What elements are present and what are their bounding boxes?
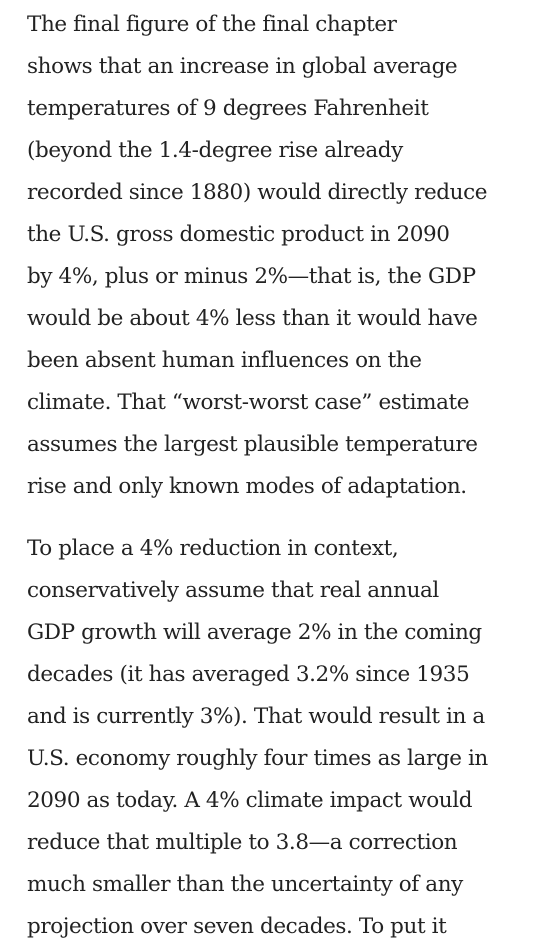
text-line: assumes the largest plausible temperatur… [27, 432, 478, 457]
text-line: decades (it has averaged 3.2% since 1935 [27, 662, 470, 687]
text-line: projection over seven decades. To put it [27, 914, 447, 939]
text-line: would be about 4% less than it would hav… [27, 306, 478, 331]
text-line: shows that an increase in global average [27, 54, 458, 79]
text-line: rise and only known modes of adaptation. [27, 474, 467, 499]
text-line: much smaller than the uncertainty of any [27, 872, 463, 897]
text-line: recorded since 1880) would directly redu… [27, 180, 488, 205]
text-line: by 4%, plus or minus 2%—that is, the GDP [27, 264, 476, 289]
text-line: GDP growth will average 2% in the coming [27, 620, 482, 645]
text-line: been absent human influences on the [27, 348, 422, 373]
text-line: U.S. economy roughly four times as large… [27, 746, 488, 771]
text-line: reduce that multiple to 3.8—a correction [27, 830, 458, 855]
text-line: The final figure of the final chapter [27, 12, 397, 37]
text-line: (beyond the 1.4-degree rise already [27, 138, 403, 163]
text-line: conservatively assume that real annual [27, 578, 439, 603]
paragraph-gdp-impact: The final figure of the final chapter sh… [27, 4, 515, 508]
paragraph-context: To place a 4% reduction in context, cons… [27, 528, 515, 948]
text-line: and is currently 3%). That would result … [27, 704, 485, 729]
text-line: temperatures of 9 degrees Fahrenheit [27, 96, 429, 121]
text-line: the U.S. gross domestic product in 2090 [27, 222, 450, 247]
text-line: climate. That “worst-worst case” estimat… [27, 390, 470, 415]
text-line: 2090 as today. A 4% climate impact would [27, 788, 473, 813]
text-line: To place a 4% reduction in context, [27, 536, 399, 561]
